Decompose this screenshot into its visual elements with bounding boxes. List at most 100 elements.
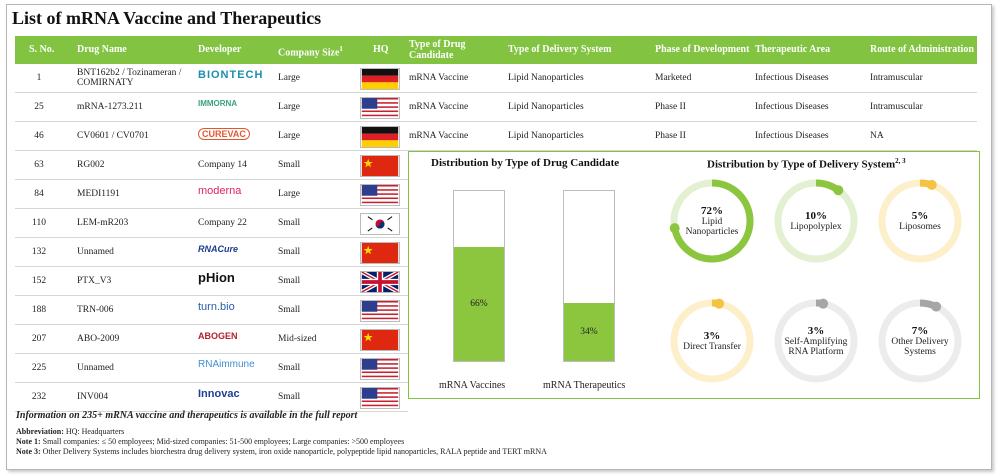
bar-value-label: 66% xyxy=(470,299,488,310)
row-developer: pHion xyxy=(198,271,235,285)
row-developer: turn.bio xyxy=(198,302,235,313)
flag-uk-icon xyxy=(360,271,400,293)
ring-arc xyxy=(878,179,962,263)
ring-text: 7% Other Delivery Systems xyxy=(877,298,963,384)
row-company-size: Large xyxy=(278,102,300,112)
row-company-size: Small xyxy=(278,160,301,170)
ring-arc xyxy=(774,299,858,383)
row-therapeutic-area: Infectious Diseases xyxy=(755,102,829,112)
flag-china-icon xyxy=(360,242,400,264)
footer-note3-text: Other Delivery Systems includes biorches… xyxy=(40,447,547,456)
row-company-size: Small xyxy=(278,247,301,257)
row-sno: 1 xyxy=(36,73,42,83)
row-drug-name: BNT162b2 / Tozinameran / COMIRNATY xyxy=(77,68,182,88)
delivery-chart-title-text: Distribution by Type of Delivery System xyxy=(707,158,896,171)
ring-end-dot xyxy=(818,298,829,309)
ring-percent: 3% xyxy=(807,325,825,337)
row-drug-name: INV004 xyxy=(77,392,109,402)
flag-usa-icon xyxy=(360,97,400,119)
delivery-ring: 7% Other Delivery Systems xyxy=(877,298,963,384)
row-phase: Marketed xyxy=(655,73,692,83)
flag-china-icon xyxy=(360,155,400,177)
footer-note-3: Note 3: Other Delivery Systems includes … xyxy=(16,447,547,456)
delivery-chart-title-sup: 2, 3 xyxy=(895,157,906,165)
curevac-logo: CUREVAC xyxy=(198,128,250,140)
row-drug-name: RG002 xyxy=(77,160,105,170)
footer-note1-label: Note 1: xyxy=(16,437,41,446)
header-company-size: Company Size1 xyxy=(278,44,343,58)
row-company-size: Small xyxy=(278,363,301,373)
abogen-logo: ABOGEN xyxy=(198,331,238,341)
table-row: 152 PTX_V3 pHion Small xyxy=(15,267,408,296)
flag-usa-icon xyxy=(360,300,400,322)
row-company-size: Large xyxy=(278,73,300,83)
row-sno: 152 xyxy=(31,276,47,286)
charts-panel: Distribution by Type of Drug Candidate D… xyxy=(408,151,980,399)
footer-abbr-text: HQ: Headquarters xyxy=(63,427,125,436)
rnaimmune-logo: RNAimmune xyxy=(198,359,255,370)
ring-text: 10% Lipopolyplex xyxy=(773,178,859,264)
bar-value-label: 34% xyxy=(580,326,598,337)
row-developer: BIONTECH xyxy=(198,70,263,81)
row-developer: Company 14 xyxy=(198,160,247,170)
footer-info: Information on 235+ mRNA vaccine and the… xyxy=(16,410,358,421)
row-sno: 188 xyxy=(31,305,47,315)
table-row: 132 Unnamed RNACure Small xyxy=(15,238,408,267)
flag-germany-icon xyxy=(360,126,400,148)
ring-name: Other Delivery Systems xyxy=(891,337,949,357)
header-sno: S. No. xyxy=(29,44,55,55)
table-row: 46 CV0601 / CV0701 CUREVAC Large mRNA Vaccin… xyxy=(15,122,977,151)
row-route: Intramuscular xyxy=(870,102,923,112)
row-drug-name: LEM-mR203 xyxy=(77,218,129,228)
bar-category-label: mRNA Vaccines xyxy=(439,380,506,391)
row-drug-type: mRNA Vaccine xyxy=(409,73,469,83)
flag-usa-icon xyxy=(360,387,400,409)
table-row: 84 MEDI1191 moderna Large xyxy=(15,180,408,209)
ring-percent: 10% xyxy=(805,210,827,222)
row-developer: Company 22 xyxy=(198,218,247,228)
ring-name: Liposomes xyxy=(899,222,941,232)
header-type-drug-candidate: Type of Drug Candidate xyxy=(409,39,466,61)
ring-arc xyxy=(878,299,962,383)
row-sno: 225 xyxy=(31,363,47,373)
row-sno: 110 xyxy=(32,218,46,228)
footer-abbr-label: Abbreviation: xyxy=(16,427,64,436)
ring-end-dot xyxy=(669,223,680,234)
row-therapeutic-area: Infectious Diseases xyxy=(755,131,829,141)
header-drug-name: Drug Name xyxy=(77,44,127,55)
row-delivery-system: Lipid Nanoparticles xyxy=(508,102,584,112)
table-row: 207 ABO-2009 ABOGEN Mid-sized xyxy=(15,325,408,354)
row-drug-name: TRN-006 xyxy=(77,305,114,315)
table-row: 110 LEM-mR203 Company 22 Small xyxy=(15,209,408,238)
ring-arc xyxy=(670,299,754,383)
row-delivery-system: Lipid Nanoparticles xyxy=(508,73,584,83)
row-developer: moderna xyxy=(198,186,241,197)
table-row: 188 TRN-006 turn.bio Small xyxy=(15,296,408,325)
immorna-logo: IMMORNA xyxy=(198,99,238,108)
row-drug-name: CV0601 / CV0701 xyxy=(77,131,149,141)
row-developer: IMMORNA xyxy=(198,99,237,109)
ring-end-dot xyxy=(833,185,844,196)
row-route: Intramuscular xyxy=(870,73,923,83)
ring-text: 3% Self-Amplifying RNA Platform xyxy=(773,298,859,384)
delivery-chart-title: Distribution by Type of Delivery System2… xyxy=(707,157,906,171)
row-developer: RNAimmune xyxy=(198,360,255,370)
ring-arc xyxy=(774,179,858,263)
header-therapeutic-area: Therapeutic Area xyxy=(755,44,831,55)
table-row: 1 BNT162b2 / Tozinameran / COMIRNATY BIONT… xyxy=(15,64,977,93)
row-drug-name: PTX_V3 xyxy=(77,276,112,286)
row-therapeutic-area: Infectious Diseases xyxy=(755,73,829,83)
flag-usa-icon xyxy=(360,358,400,380)
row-sno: 84 xyxy=(34,189,44,199)
row-developer: CUREVAC xyxy=(198,128,250,140)
delivery-ring: 72% Lipid Nanoparticles xyxy=(669,178,755,264)
ring-text: 5% Liposomes xyxy=(877,178,963,264)
table-header: S. No. Drug Name Developer Company Size1… xyxy=(15,36,977,64)
flag-korea-icon xyxy=(360,213,400,235)
delivery-ring: 3% Direct Transfer xyxy=(669,298,755,384)
ring-name: Lipid Nanoparticles xyxy=(685,217,739,237)
row-company-size: Large xyxy=(278,131,300,141)
bar-category-label: mRNA Therapeutics xyxy=(543,380,626,391)
biontech-logo: BIONTECH xyxy=(198,69,264,81)
row-sno: 232 xyxy=(31,392,47,402)
